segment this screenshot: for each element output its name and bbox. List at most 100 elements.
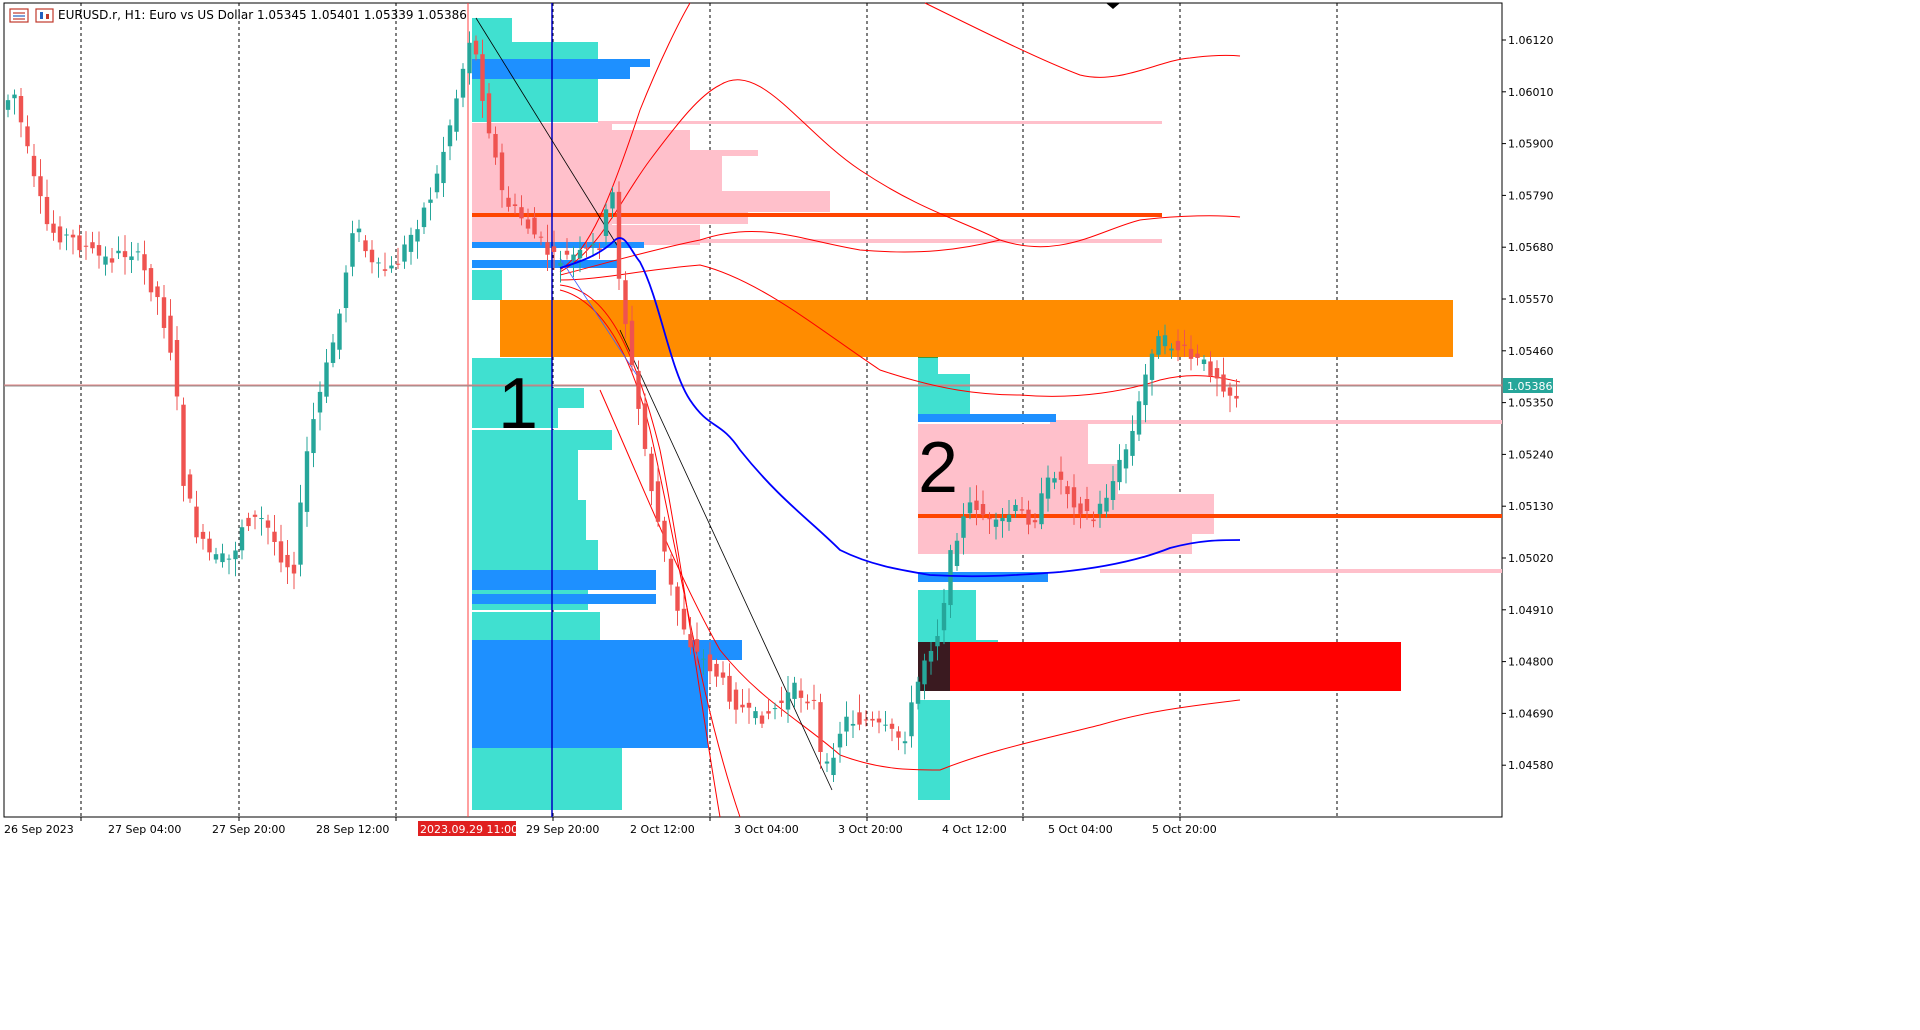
candle xyxy=(1084,486,1090,520)
volume-profile-bar xyxy=(472,270,502,300)
candle-body xyxy=(1052,478,1057,483)
candle-body xyxy=(96,245,102,256)
candle-body xyxy=(421,207,427,228)
candle-body xyxy=(714,663,719,677)
candle-body xyxy=(486,93,492,134)
candle-body xyxy=(155,286,160,298)
candle xyxy=(1227,382,1233,413)
candle xyxy=(584,241,589,258)
current-price-badge xyxy=(1503,378,1553,393)
candle xyxy=(122,235,128,275)
candle xyxy=(486,83,492,139)
annotation-label-2: 2 xyxy=(918,428,958,508)
candle-body xyxy=(1110,481,1116,500)
candle-body xyxy=(928,650,934,662)
candle xyxy=(928,641,934,675)
candle-body xyxy=(597,248,602,251)
candle xyxy=(18,88,24,138)
candle xyxy=(766,698,771,720)
candle xyxy=(1130,415,1135,466)
candle xyxy=(740,688,745,713)
candle-body xyxy=(642,403,648,449)
candle-body xyxy=(343,272,349,309)
candle xyxy=(161,285,167,339)
candle xyxy=(824,753,830,772)
volume-profile-bar xyxy=(472,67,630,79)
candle-body xyxy=(935,636,940,647)
candle xyxy=(1052,471,1057,490)
candle xyxy=(636,360,641,426)
candle xyxy=(759,711,765,729)
candle xyxy=(376,257,381,278)
candlesticks xyxy=(5,31,1239,782)
candle-body xyxy=(161,297,167,328)
trend-line[interactable] xyxy=(559,257,641,381)
candle-body xyxy=(779,700,784,704)
candle-body xyxy=(252,514,258,517)
candle-body xyxy=(1175,340,1181,351)
candle xyxy=(155,281,160,315)
candle xyxy=(1149,349,1155,396)
trend-line[interactable] xyxy=(475,17,621,251)
candle-body xyxy=(57,226,63,243)
candle-body xyxy=(662,520,667,552)
menu-icon[interactable] xyxy=(9,8,29,23)
candle xyxy=(25,115,30,154)
candle-body xyxy=(727,675,732,702)
candle xyxy=(623,271,628,339)
candle xyxy=(181,397,186,502)
candle-body xyxy=(480,54,485,101)
candle-body xyxy=(1208,361,1213,376)
candle-body xyxy=(83,245,89,247)
candle xyxy=(252,510,258,530)
volume-profile-bar xyxy=(918,700,950,800)
candle xyxy=(1000,507,1005,538)
candle-body xyxy=(447,125,453,147)
candle-body xyxy=(584,247,589,249)
candle xyxy=(1214,360,1220,397)
candle-body xyxy=(1097,503,1103,514)
candle-body xyxy=(610,192,615,209)
volume-profile-bar xyxy=(472,748,622,810)
candle xyxy=(38,159,43,214)
candle xyxy=(993,512,999,540)
header-bar: EURUSD.r, H1: Euro vs US Dollar 1.05345 … xyxy=(9,8,467,23)
envelope-band xyxy=(559,230,1001,276)
candle-body xyxy=(350,233,355,267)
candle-body xyxy=(233,550,238,560)
candle xyxy=(1006,500,1012,531)
price-tick-label: 1.05680 xyxy=(1508,241,1554,254)
candle-body xyxy=(1162,335,1168,347)
candle-body xyxy=(330,342,336,363)
candle-body xyxy=(1136,401,1142,435)
volume-profile-bar xyxy=(472,358,552,388)
volume-profile-bar xyxy=(472,450,578,500)
candle-body xyxy=(259,518,264,520)
candle-body xyxy=(441,151,446,184)
candle-body xyxy=(668,558,674,585)
demand-zone[interactable] xyxy=(918,642,1401,691)
supply-zone[interactable] xyxy=(500,300,1453,357)
candle xyxy=(70,229,76,255)
price-chart[interactable]: EURUSD.r, H1: Euro vs US Dollar 1.05345 … xyxy=(0,0,1568,841)
annotation-label-1: 1 xyxy=(498,364,538,444)
candle xyxy=(116,236,121,260)
chart-shift-marker-icon[interactable] xyxy=(1106,3,1120,9)
price-tick-label: 1.05350 xyxy=(1508,397,1554,410)
candle-body xyxy=(844,716,849,732)
candle-body xyxy=(850,723,856,726)
candle-body xyxy=(311,419,316,454)
candle-body xyxy=(181,404,186,486)
trend-line[interactable] xyxy=(619,329,833,791)
plot-frame xyxy=(3,2,1503,818)
candle-body xyxy=(291,564,297,574)
volume-profile-bar xyxy=(472,42,598,62)
price-tick-label: 1.04580 xyxy=(1508,759,1554,772)
candle xyxy=(642,393,648,457)
candle xyxy=(1201,355,1207,371)
candle xyxy=(779,686,784,717)
candle xyxy=(688,617,693,655)
candle xyxy=(57,216,63,250)
candle-body xyxy=(902,741,908,744)
chart-type-icon[interactable] xyxy=(35,8,54,23)
